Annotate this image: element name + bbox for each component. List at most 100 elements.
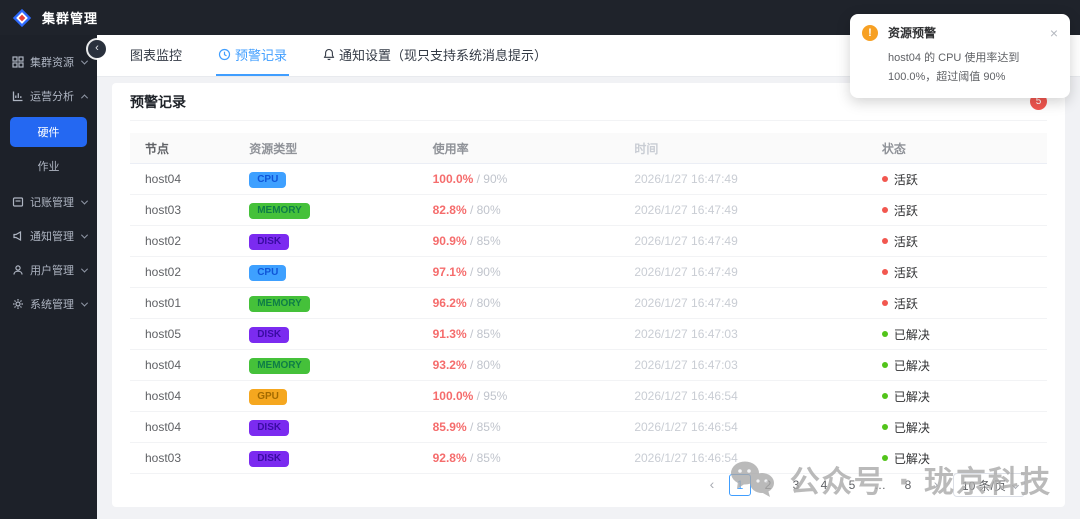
cell-status: 活跃 — [881, 171, 1047, 188]
warning-icon: ! — [862, 24, 878, 41]
cell-status: 活跃 — [881, 295, 1047, 312]
usage-threshold: / 85% — [469, 420, 501, 434]
sidebar-subitem-label: 作业 — [37, 161, 60, 173]
cell-usage: 100.0% / 95% — [433, 389, 635, 403]
cell-usage: 92.8% / 85% — [433, 451, 635, 465]
table-row: host03 DISK 92.8% / 85% 2026/1/27 16:46:54 已… — [130, 443, 1047, 474]
tab-chart-monitoring[interactable]: 图表监控 — [128, 45, 184, 76]
alert-records-card: 预警记录 5 节点 资源类型 使用率 时间 状态 host04 CPU 100.0%… — [112, 83, 1065, 507]
status-dot — [881, 393, 888, 399]
sidebar-collapse-button[interactable]: ‹ — [88, 40, 106, 58]
cell-status: 已解决 — [881, 357, 1047, 374]
status-dot — [881, 176, 888, 182]
sidebar-item-label: 记账管理 — [30, 197, 74, 209]
megaphone-icon — [13, 230, 22, 242]
cell-resource-type: DISK — [249, 326, 432, 343]
close-icon[interactable]: × — [1049, 24, 1058, 41]
chevron-up-icon — [80, 93, 89, 101]
cell-time: 2026/1/27 16:47:03 — [634, 327, 738, 341]
page-size-select[interactable]: 10 条/页 — [952, 473, 1025, 497]
usage-threshold: / 85% — [469, 451, 501, 465]
sidebar-item-cluster-resources[interactable]: 集群资源 — [0, 45, 97, 79]
table-row: host03 MEMORY 82.8% / 80% 2026/1/27 16:47:4… — [130, 195, 1047, 226]
chevron-down-icon — [80, 299, 89, 307]
cell-usage: 85.9% / 85% — [433, 420, 635, 434]
cell-resource-type: MEMORY — [249, 357, 432, 374]
sidebar-subitem-jobs[interactable]: 作业 — [10, 151, 87, 181]
usage-threshold: / 80% — [469, 296, 501, 310]
status-dot — [881, 207, 888, 213]
status-dot — [881, 424, 888, 430]
cell-node: host03 — [145, 451, 182, 465]
chevron-down-icon — [80, 57, 89, 65]
pagination-page-button[interactable]: 2 — [764, 478, 772, 492]
card-title: 预警记录 — [130, 93, 186, 110]
cell-time: 2026/1/27 16:47:49 — [634, 172, 738, 186]
status-label: 活跃 — [893, 265, 918, 280]
sidebar-item-operations-analysis[interactable]: 运营分析 — [0, 79, 97, 113]
tab-notification-settings[interactable]: 通知设置（现只支持系统消息提示） — [321, 45, 549, 76]
column-header-type: 资源类型 — [249, 141, 298, 156]
sidebar-item-label: 通知管理 — [30, 231, 74, 243]
table-row: host02 DISK 90.9% / 85% 2026/1/27 16:47:49 活… — [130, 226, 1047, 257]
cell-time: 2026/1/27 16:47:49 — [634, 234, 738, 248]
pagination-ellipsis: … — [873, 478, 886, 492]
sidebar-item-system[interactable]: 系统管理 — [0, 287, 97, 321]
status-dot — [881, 269, 888, 275]
table-row: host04 GPU 100.0% / 95% 2026/1/27 16:46:54 已… — [130, 381, 1047, 412]
resource-type-badge: CPU — [249, 171, 287, 188]
cell-node: host04 — [145, 358, 182, 372]
column-header-usage: 使用率 — [432, 141, 469, 156]
pagination-page-button[interactable]: 4 — [820, 478, 828, 492]
cell-resource-type: DISK — [249, 450, 432, 467]
resource-type-badge: MEMORY — [249, 357, 310, 374]
bell-icon — [323, 48, 335, 61]
sidebar-item-users[interactable]: 用户管理 — [0, 253, 97, 287]
resource-alert-toast: ! 资源预警 × host04 的 CPU 使用率达到 100.0%，超过阈值 … — [850, 14, 1070, 99]
column-header-status: 状态 — [881, 141, 906, 156]
table-row: host04 MEMORY 93.2% / 80% 2026/1/27 16:47:0… — [130, 350, 1047, 381]
pagination-next-button[interactable]: › — [933, 476, 939, 492]
status-label: 已解决 — [893, 327, 930, 342]
pagination-page-button[interactable]: 3 — [792, 478, 800, 492]
pagination-page-button[interactable]: 5 — [848, 478, 856, 492]
usage-threshold: / 85% — [469, 327, 501, 341]
resource-type-badge: DISK — [249, 326, 290, 343]
gear-icon — [13, 299, 23, 309]
content-area: 预警记录 5 节点 资源类型 使用率 时间 状态 host04 CPU 100.0%… — [97, 77, 1080, 507]
sidebar-item-notifications[interactable]: 通知管理 — [0, 219, 97, 253]
cell-time: 2026/1/27 16:47:49 — [634, 265, 738, 279]
sidebar-item-label: 运营分析 — [30, 91, 74, 103]
cell-status: 已解决 — [881, 450, 1047, 467]
status-label: 活跃 — [893, 296, 918, 311]
chevron-down-icon — [80, 265, 89, 273]
status-label: 活跃 — [893, 234, 918, 249]
cell-time: 2026/1/27 16:46:54 — [634, 451, 738, 465]
status-label: 活跃 — [893, 172, 918, 187]
pagination-prev-button[interactable]: ‹ — [709, 476, 715, 492]
cell-status: 已解决 — [881, 326, 1047, 343]
sidebar-subitem-hardware[interactable]: 硬件 — [10, 117, 87, 147]
cell-resource-type: DISK — [249, 419, 432, 436]
cell-usage: 97.1% / 90% — [433, 265, 635, 279]
resource-type-badge: MEMORY — [249, 202, 310, 219]
tab-label: 图表监控 — [130, 48, 183, 63]
table-row: host04 CPU 100.0% / 90% 2026/1/27 16:47:49 活… — [130, 164, 1047, 195]
tab-alert-records[interactable]: 预警记录 — [216, 45, 290, 76]
resource-type-badge: CPU — [249, 264, 287, 281]
page-size-value: 10 条/页 — [961, 478, 1006, 493]
cell-status: 活跃 — [881, 264, 1047, 281]
status-dot — [881, 455, 888, 461]
cell-resource-type: CPU — [249, 264, 432, 281]
tab-label: 通知设置（现只支持系统消息提示） — [339, 48, 548, 63]
usage-value: 93.2% — [432, 358, 467, 372]
sidebar-item-accounting[interactable]: 记账管理 — [0, 185, 97, 219]
cell-node: host01 — [145, 296, 182, 310]
table-row: host04 DISK 85.9% / 85% 2026/1/27 16:46:54 已… — [130, 412, 1047, 443]
toast-message: host04 的 CPU 使用率达到 100.0%，超过阈值 90% — [888, 52, 1020, 83]
sidebar: 集群资源 运营分析 硬件 作业 记账管理 通知管理 — [0, 35, 97, 519]
sidebar-item-label: 集群资源 — [30, 57, 74, 69]
pagination-page-button[interactable]: 1 — [728, 474, 751, 496]
pagination-page-button[interactable]: 8 — [904, 478, 912, 492]
